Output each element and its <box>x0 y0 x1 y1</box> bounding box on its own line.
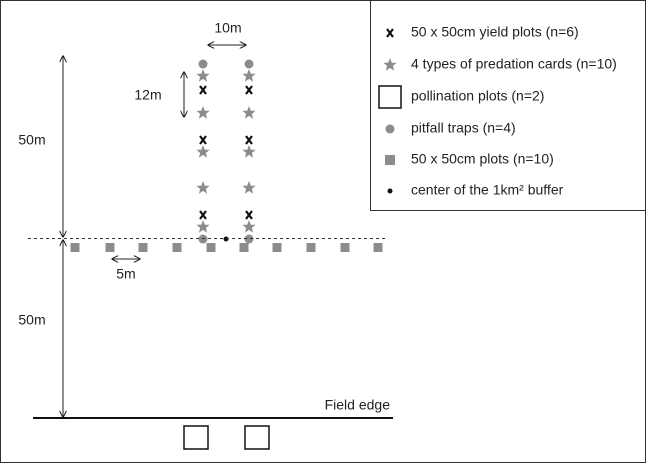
markers <box>70 59 383 252</box>
label: 50m <box>18 312 45 328</box>
plot <box>105 243 115 252</box>
plot <box>239 243 249 252</box>
yield-plot <box>244 84 254 96</box>
plot <box>373 243 383 252</box>
predation-card <box>196 145 210 158</box>
label: 50m <box>18 132 45 148</box>
yield-plot <box>198 134 208 146</box>
plot <box>206 243 216 252</box>
plot <box>272 243 282 252</box>
pitfall-trap <box>244 234 254 244</box>
yield-plot <box>198 84 208 96</box>
legend-label: pitfall traps (n=4) <box>411 120 516 136</box>
pitfall-trap <box>244 59 254 69</box>
yield-plot <box>198 209 208 221</box>
pollination-plot <box>183 425 209 450</box>
predation-card <box>196 69 210 82</box>
legend-box <box>370 0 646 211</box>
legend-label: 50 x 50cm plots (n=10) <box>411 151 554 167</box>
plot <box>172 243 182 252</box>
plot <box>138 243 148 252</box>
legend-label: pollination plots (n=2) <box>411 88 544 104</box>
predation-card <box>242 106 256 119</box>
predation-card <box>196 106 210 119</box>
predation-card <box>196 220 210 233</box>
legend-symbol <box>387 188 393 194</box>
label: Field edge <box>325 397 391 413</box>
plot <box>340 243 350 252</box>
legend-label: 4 types of predation cards (n=10) <box>411 56 617 72</box>
legend-label: 50 x 50cm yield plots (n=6) <box>411 24 579 40</box>
label: 5m <box>116 266 135 282</box>
pitfall-trap <box>198 59 208 69</box>
legend-symbol <box>378 85 402 109</box>
plot <box>70 243 80 252</box>
predation-card <box>242 220 256 233</box>
plot <box>306 243 316 252</box>
yield-plot <box>244 134 254 146</box>
yield-plot <box>244 209 254 221</box>
label: 10m <box>214 20 241 36</box>
legend-label: center of the 1km² buffer <box>411 182 564 198</box>
legend-symbol <box>385 124 395 134</box>
predation-card <box>242 181 256 194</box>
predation-card <box>242 69 256 82</box>
legend-symbol <box>385 155 395 165</box>
predation-card <box>242 145 256 158</box>
label: 12m <box>134 87 161 103</box>
predation-card <box>196 181 210 194</box>
pollination-plot <box>244 425 270 450</box>
